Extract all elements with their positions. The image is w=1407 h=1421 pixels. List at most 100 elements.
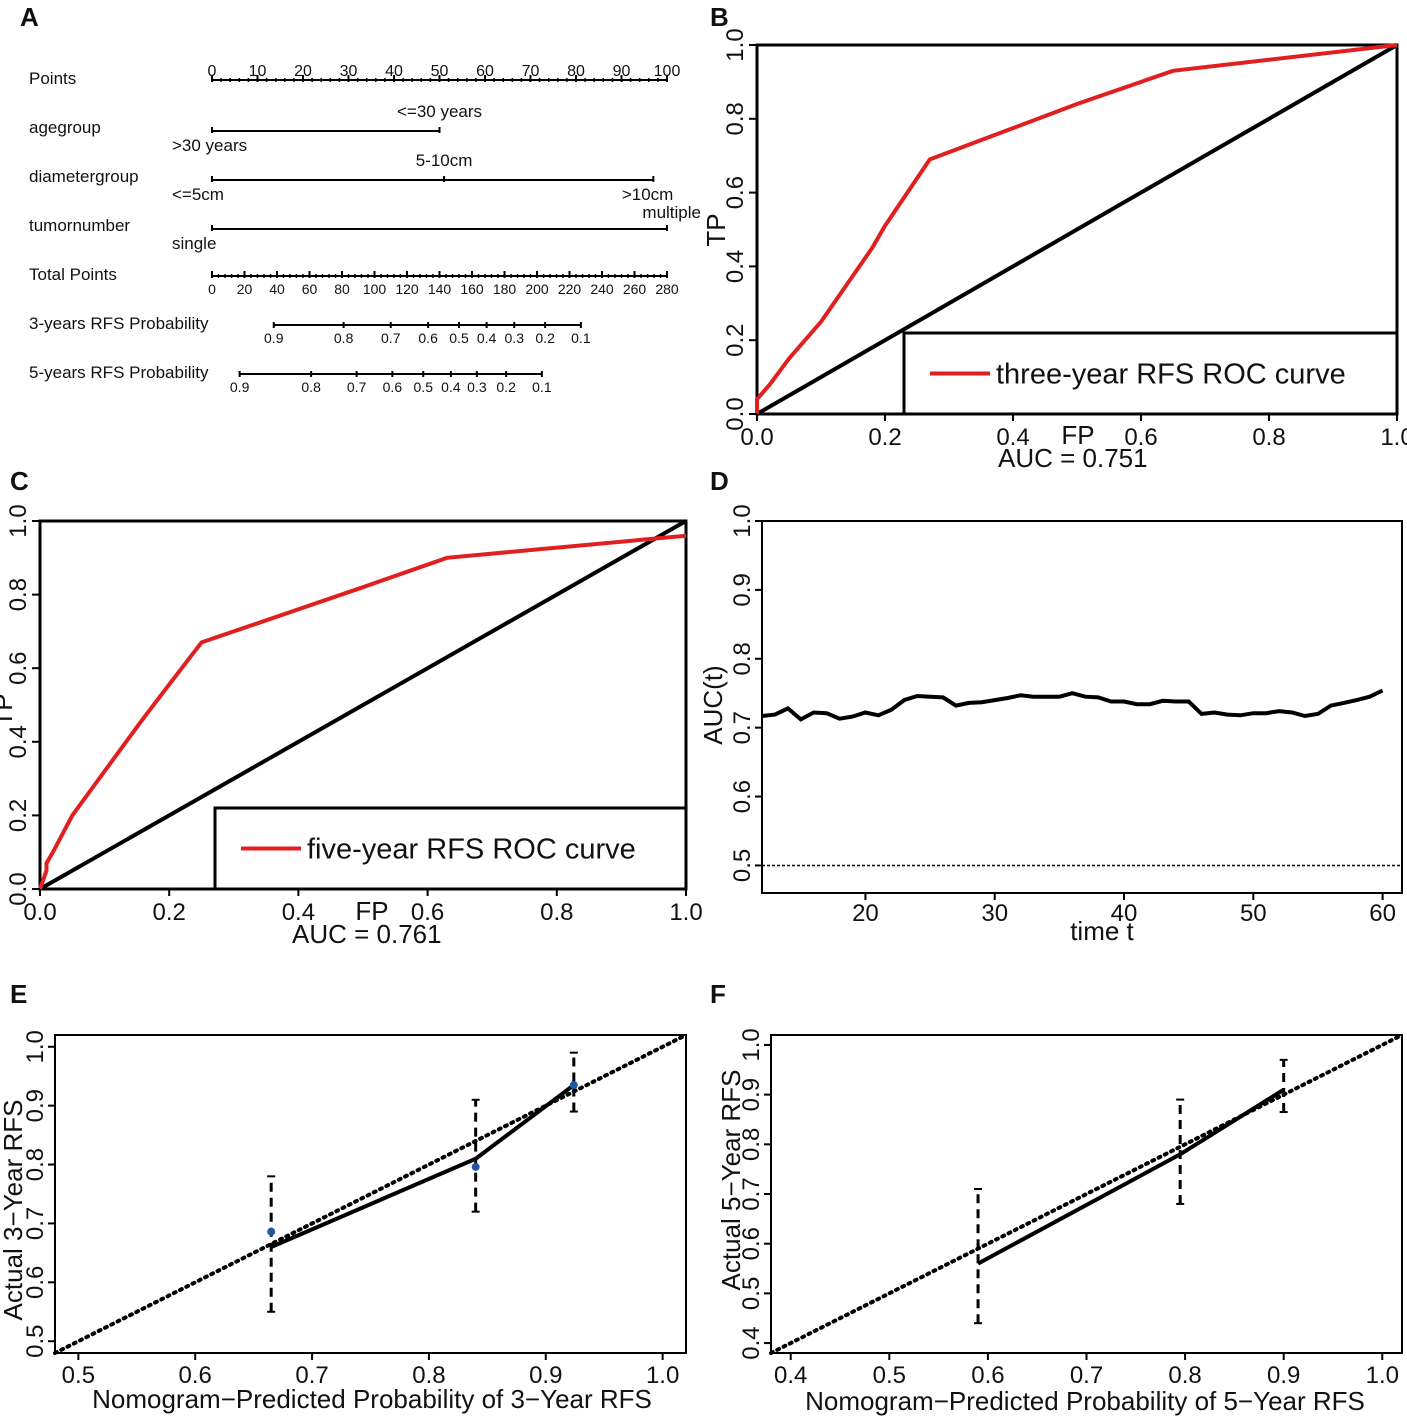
- nomogram-tick-label: 20: [237, 281, 253, 297]
- nomogram-level-label: >10cm: [622, 185, 674, 204]
- nomogram-tick-label: 240: [590, 281, 614, 297]
- nomogram-tick-label: 0: [208, 281, 216, 297]
- panel-letter-d: D: [710, 466, 729, 496]
- auc-ytick-label: 0.7: [729, 711, 756, 744]
- calib-f-ytick-label: 0.9: [738, 1078, 765, 1111]
- roc-c-roc-curve: [38, 533, 687, 890]
- nomogram-tick-label: 60: [302, 281, 318, 297]
- nomogram-tick-label: 120: [395, 281, 419, 297]
- nomogram-prob-label: 0.6: [383, 379, 403, 395]
- roc-c-xtick-label: 0.2: [153, 899, 186, 926]
- nomogram-prob-label: 0.3: [467, 379, 487, 395]
- calib-f-x-axis-label: Nomogram−Predicted Probability of 5−Year…: [805, 1386, 1365, 1416]
- auc-ytick-label: 0.8: [729, 642, 756, 675]
- roc-b-xtick-label: 0.0: [740, 424, 773, 451]
- roc-b-ytick-label: 0.6: [722, 176, 749, 209]
- roc-c-auc-annotation: AUC = 0.761: [292, 919, 442, 949]
- nomogram-tick-label: 200: [525, 281, 549, 297]
- roc-c-ytick-label: 0.6: [5, 652, 32, 685]
- panel-letter-e: E: [10, 979, 27, 1009]
- nomogram-level-label: multiple: [642, 203, 701, 222]
- roc-b-ytick-label: 0.0: [722, 397, 749, 430]
- calib-e-observed-point: [267, 1227, 276, 1236]
- roc-b-roc-curve: [755, 43, 1398, 414]
- auc-xtick-label: 40: [1111, 900, 1138, 927]
- auc-ytick-label: 0.9: [729, 573, 756, 606]
- roc-c-ytick-label: 0.2: [5, 799, 32, 832]
- nomogram-prob-label: 0.9: [264, 330, 284, 346]
- calibration-3-year-panel: 0.50.60.70.80.91.00.5 0.6 0.7 0.8 0.9 1.0Nomo…: [0, 1030, 688, 1414]
- calib-e-xtick-label: 0.6: [179, 1362, 212, 1389]
- nomogram-tick-label: 100: [654, 63, 681, 80]
- roc-c-ytick-label: 1.0: [5, 504, 32, 537]
- calibration-5-year-panel: 0.4 0.5 0.6 0.7 0.8 0.9 1.0 0.4 0.5 0.6 0.7 0.8 0.9 1…: [716, 1028, 1404, 1416]
- nomogram-tick-label: 90: [613, 63, 631, 80]
- nomogram-tick-label: 0: [208, 63, 217, 80]
- calib-f-ytick-label: 1.0: [738, 1028, 765, 1061]
- calib-e-plot-frame: [54, 1034, 687, 1354]
- nomogram-tick-label: 220: [558, 281, 582, 297]
- roc-c-xtick-label: 1.0: [669, 899, 702, 926]
- nomogram-row-label: 5-years RFS Probability: [29, 363, 209, 382]
- roc-b-x-axis-label: FP: [1061, 420, 1094, 450]
- auc-xtick-label: 20: [852, 900, 879, 927]
- auc-x-axis-label: time t: [1070, 916, 1134, 946]
- calib-f-xtick-label: 1.0: [1366, 1362, 1399, 1389]
- nomogram-prob-label: 0.6: [418, 330, 438, 346]
- auc-curve: [761, 688, 1384, 722]
- roc-c-ytick-label: 0.4: [5, 725, 32, 758]
- nomogram-prob-label: 0.5: [414, 379, 434, 395]
- calib-e-xtick-label: 0.9: [529, 1362, 562, 1389]
- calib-e-ytick-label: 0.6: [22, 1266, 49, 1299]
- nomogram-row-label: agegroup: [29, 118, 101, 137]
- roc-c-xtick-label: 0.0: [23, 899, 56, 926]
- roc-c-xtick-label: 0.6: [411, 899, 444, 926]
- nomogram-level-label: <=30 years: [397, 102, 482, 121]
- nomogram-level-label: <=5cm: [172, 185, 224, 204]
- nomogram-level-label: >30 years: [172, 136, 247, 155]
- roc-3-year-panel: 0.0 0.2 0.4 0.6 0.8 1.0 0.0 0.2 0.4 0.6 0.8 1.0 FPAU…: [701, 28, 1407, 473]
- nomogram-prob-label: 0.2: [496, 379, 516, 395]
- calib-f-xtick-label: 0.4: [774, 1362, 807, 1389]
- auc-xtick-label: 60: [1369, 900, 1396, 927]
- calib-f-ytick-label: 0.8: [738, 1128, 765, 1161]
- roc-b-ytick-label: 0.4: [722, 250, 749, 283]
- nomogram-tick-label: 70: [522, 63, 540, 80]
- calib-e-x-axis-label: Nomogram−Predicted Probability of 3−Year…: [92, 1384, 652, 1414]
- roc-b-xtick-label: 0.2: [868, 424, 901, 451]
- nomogram-row-label: diametergroup: [29, 167, 139, 186]
- nomogram-level-label: single: [172, 234, 216, 253]
- roc-c-diagonal-line: [39, 519, 687, 891]
- roc-c-y-axis-label: TP: [0, 693, 18, 726]
- auc-ytick-label: 0.5: [729, 849, 756, 882]
- roc-5-year-panel: 0.0 0.2 0.4 0.6 0.8 1.0 0.0 0.2 0.4 0.6 0.8 1.0 FPAU…: [0, 504, 703, 949]
- calib-f-xtick-label: 0.6: [971, 1362, 1004, 1389]
- nomogram-tick-label: 100: [363, 281, 387, 297]
- nomogram-prob-label: 0.1: [571, 330, 591, 346]
- roc-b-xtick-label: 0.8: [1252, 424, 1285, 451]
- calib-e-ytick-label: 0.5: [22, 1325, 49, 1358]
- roc-b-legend-label: three-year RFS ROC curve: [996, 359, 1346, 391]
- nomogram-row-label: Points: [29, 69, 76, 88]
- auc-xtick-label: 50: [1240, 900, 1267, 927]
- roc-c-xtick-label: 0.8: [540, 899, 573, 926]
- nomogram-tick-label: 280: [655, 281, 679, 297]
- nomogram-prob-label: 0.8: [334, 330, 354, 346]
- nomogram-row-label: 3-years RFS Probability: [29, 314, 209, 333]
- calib-f-ytick-label: 0.4: [738, 1326, 765, 1359]
- panel-letter-f: F: [710, 979, 726, 1009]
- nomogram-tick-label: 180: [493, 281, 517, 297]
- calib-e-xtick-label: 0.8: [412, 1362, 445, 1389]
- nomogram-tick-label: 260: [623, 281, 647, 297]
- calib-f-xtick-label: 0.9: [1267, 1362, 1300, 1389]
- nomogram-prob-label: 0.2: [535, 330, 555, 346]
- roc-b-xtick-label: 1.0: [1380, 424, 1407, 451]
- roc-b-xtick-label: 0.4: [996, 424, 1029, 451]
- auc-ytick-label: 1.0: [729, 504, 756, 537]
- time-auc-panel: 0.5 0.6 0.7 0.8 0.9 1.0 20 30 40 50 60 time t AUC(t): [698, 504, 1403, 946]
- nomogram-tick-label: 80: [567, 63, 585, 80]
- auc-y-axis-label: AUC(t): [698, 665, 728, 744]
- roc-c-ytick-label: 0.8: [5, 578, 32, 611]
- calib-f-ideal-line: [769, 1033, 1404, 1355]
